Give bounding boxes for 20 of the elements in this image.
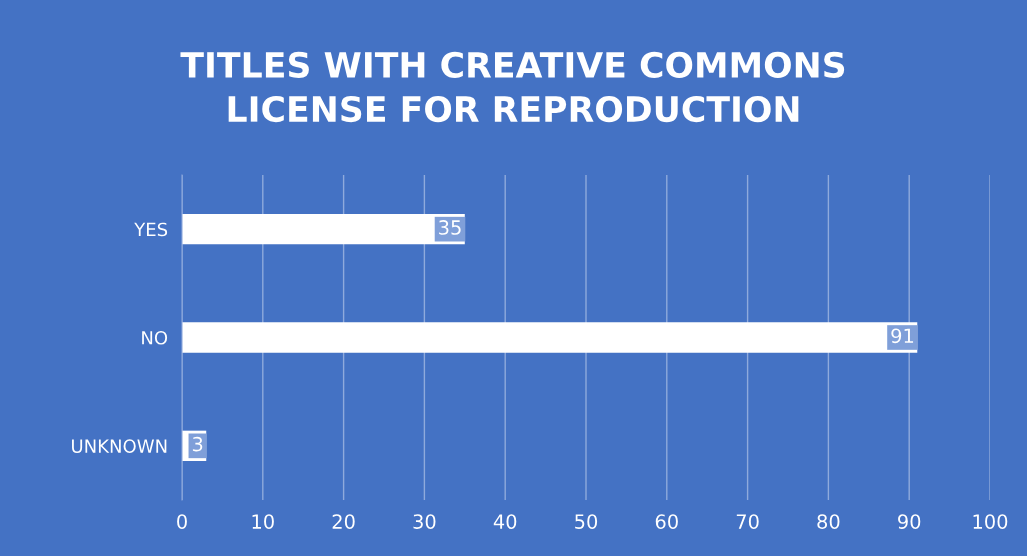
x-tick-label: 100 (973, 514, 1008, 529)
x-tick-label: 50 (575, 514, 598, 529)
y-tick-label: YES (134, 222, 168, 237)
x-tick-label: 70 (736, 514, 759, 529)
x-tick-label: 90 (898, 514, 921, 529)
data-label: 91 (891, 328, 914, 344)
chart-title: TITLES WITH CREATIVE COMMONS LICENSE FOR REPRODUCTION (180, 51, 845, 123)
x-tick-label: 0 (177, 514, 187, 529)
x-tick-label: 60 (655, 514, 678, 529)
x-tick-label: 30 (413, 514, 436, 529)
x-tick-label: 80 (817, 514, 840, 529)
x-tick-label: 40 (493, 514, 517, 529)
y-tick-label: NO (142, 330, 168, 345)
data-label: 35 (439, 220, 461, 235)
y-tick-label: UNKNOWN (72, 439, 167, 453)
x-tick-label: 10 (252, 514, 274, 529)
bar (182, 214, 465, 245)
data-label: 3 (192, 436, 203, 452)
bar (182, 322, 918, 353)
x-tick-label: 20 (332, 514, 355, 529)
